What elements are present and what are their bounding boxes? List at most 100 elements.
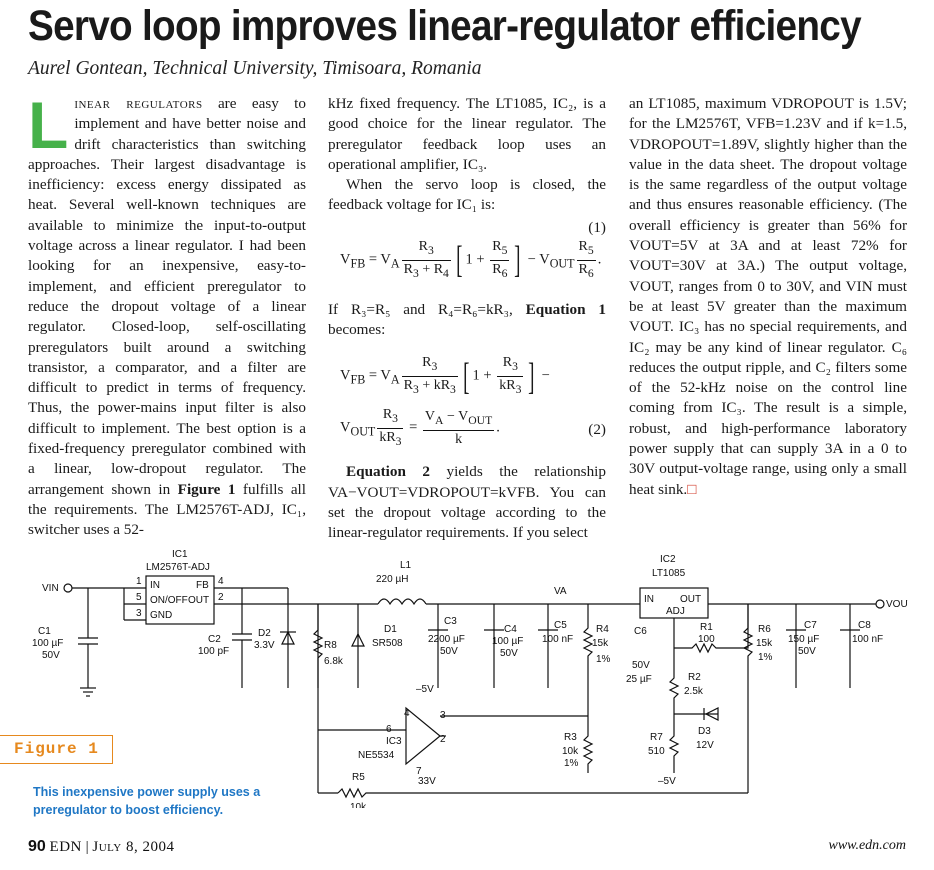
equation-2-number: (2) xyxy=(588,421,606,439)
column-3: an LT1085, maximum VDROPOUT is 1.5V; for… xyxy=(629,94,907,500)
svg-text:VA: VA xyxy=(554,586,567,597)
svg-text:2: 2 xyxy=(440,734,446,745)
svg-text:C6: C6 xyxy=(634,626,647,637)
svg-text:7: 7 xyxy=(416,766,422,777)
svg-text:15k: 15k xyxy=(756,638,773,649)
equation-1: (1) VFB = VA R3 R3 + R4[1 + R5 R6] − VOUT R5… xyxy=(340,218,606,281)
svg-text:L1: L1 xyxy=(400,560,412,571)
svg-text:6.8k: 6.8k xyxy=(324,656,344,667)
page-number: 90 xyxy=(28,838,46,855)
svg-text:2.5k: 2.5k xyxy=(684,686,704,697)
svg-text:100: 100 xyxy=(698,634,715,645)
col3-paragraph: an LT1085, maximum VDROPOUT is 1.5V; for… xyxy=(629,95,907,498)
svg-text:50V: 50V xyxy=(632,660,650,671)
svg-text:LT1085: LT1085 xyxy=(652,568,686,579)
vin-label: VIN xyxy=(42,583,59,594)
svg-text:R2: R2 xyxy=(688,672,701,683)
col2-paragraph-4: Equation 2 yields the relationship VA−VO… xyxy=(328,463,606,542)
svg-text:R3: R3 xyxy=(564,732,577,743)
svg-text:IC2: IC2 xyxy=(660,554,676,565)
vin-terminal xyxy=(63,583,73,593)
lead-in: inear regulators xyxy=(74,95,203,112)
svg-text:1: 1 xyxy=(136,576,142,587)
svg-text:OUT: OUT xyxy=(680,594,701,605)
svg-text:3: 3 xyxy=(136,608,142,619)
col1-text-end: fulfills all the requirements. The LM257… xyxy=(28,480,306,539)
svg-text:IN: IN xyxy=(644,594,654,605)
svg-text:50V: 50V xyxy=(440,646,458,657)
svg-text:–5V: –5V xyxy=(658,776,676,787)
svg-text:–5V: –5V xyxy=(416,684,434,695)
svg-text:25 µF: 25 µF xyxy=(626,674,652,685)
col1-text: are easy to implement and have better no… xyxy=(28,95,306,498)
svg-text:2200 µF: 2200 µF xyxy=(428,634,465,645)
svg-text:1%: 1% xyxy=(758,652,773,663)
svg-text:33V: 33V xyxy=(418,776,436,787)
svg-text:C4: C4 xyxy=(504,624,517,635)
svg-text:220 µH: 220 µH xyxy=(376,574,408,585)
svg-text:C8: C8 xyxy=(858,620,871,631)
opamp-ic3 xyxy=(405,706,441,766)
svg-text:4: 4 xyxy=(218,576,224,587)
svg-text:510: 510 xyxy=(648,746,665,757)
svg-text:C5: C5 xyxy=(554,620,567,631)
svg-text:5: 5 xyxy=(136,592,142,603)
schematic-figure-1: VIN C1 100 µF 50V IC1 LM2576T-ADJ IN ON/… xyxy=(32,549,908,808)
col2-paragraph-2: When the servo loop is closed, the feedb… xyxy=(328,176,606,214)
svg-text:100 nF: 100 nF xyxy=(852,634,883,645)
svg-text:D2: D2 xyxy=(258,628,271,639)
svg-text:ON/OFF: ON/OFF xyxy=(150,595,188,606)
drop-cap: L xyxy=(28,88,69,162)
svg-text:10k: 10k xyxy=(562,746,579,757)
svg-text:IC3: IC3 xyxy=(386,736,402,747)
ic1-box xyxy=(145,575,215,625)
svg-text:C2: C2 xyxy=(208,634,221,645)
svg-text:R6: R6 xyxy=(758,624,771,635)
c1-label: C1 xyxy=(38,626,51,637)
svg-text:C7: C7 xyxy=(804,620,817,631)
svg-text:50V: 50V xyxy=(500,648,518,659)
col2-paragraph-1: kHz fixed frequency. The LT1085, IC₂, is… xyxy=(328,95,606,173)
svg-text:OUT: OUT xyxy=(188,595,209,606)
equation-2: VFB = VA R3 R3 + kR3[1 + R3 kR3] − VOUT R3 kR… xyxy=(340,355,606,448)
svg-text:1%: 1% xyxy=(564,758,579,769)
figure-caption: This inexpensive power supply uses a pre… xyxy=(33,785,261,817)
svg-text:IN: IN xyxy=(150,580,160,591)
svg-text:D1: D1 xyxy=(384,624,397,635)
svg-text:R7: R7 xyxy=(650,732,663,743)
page-footer: 90 EDN | July 8, 2004 xyxy=(28,838,175,855)
svg-text:VOUT: VOUT xyxy=(886,599,908,610)
svg-text:GND: GND xyxy=(150,610,172,621)
figure-reference: Figure 1 xyxy=(177,480,236,498)
svg-text:4: 4 xyxy=(404,708,410,719)
website-url: www.edn.com xyxy=(828,838,906,853)
svg-text:150 µF: 150 µF xyxy=(788,634,819,645)
svg-text:100 pF: 100 pF xyxy=(198,646,229,657)
article-title: Servo loop improves linear-regulator eff… xyxy=(28,2,862,50)
figure-label: Figure 1 xyxy=(14,740,99,758)
equation-1-number: (1) xyxy=(588,218,606,236)
svg-text:C3: C3 xyxy=(444,616,457,627)
svg-text:R8: R8 xyxy=(324,640,337,651)
svg-text:50V: 50V xyxy=(798,646,816,657)
svg-text:R5: R5 xyxy=(352,772,365,783)
svg-text:2: 2 xyxy=(218,592,224,603)
vout-terminal xyxy=(875,599,885,609)
c1-value: 100 µF xyxy=(32,638,63,649)
svg-text:1%: 1% xyxy=(596,654,611,665)
svg-text:D3: D3 xyxy=(698,726,711,737)
ic1-label: IC1 xyxy=(172,549,188,560)
end-mark: □ xyxy=(687,480,697,498)
svg-text:R4: R4 xyxy=(596,624,609,635)
issue-date: July 8, 2004 xyxy=(92,839,175,855)
magazine-name: EDN xyxy=(49,839,82,855)
figure-label-box: Figure 1 xyxy=(0,735,113,764)
svg-text:NE5534: NE5534 xyxy=(358,750,395,761)
svg-text:FB: FB xyxy=(196,580,209,591)
svg-text:100 µF: 100 µF xyxy=(492,636,523,647)
col2-paragraph-3: If R₃=R₅ and R₄=R₆=kR₃, Equation 1 becom… xyxy=(328,300,606,339)
svg-text:3.3V: 3.3V xyxy=(254,640,275,651)
svg-text:15k: 15k xyxy=(592,638,609,649)
